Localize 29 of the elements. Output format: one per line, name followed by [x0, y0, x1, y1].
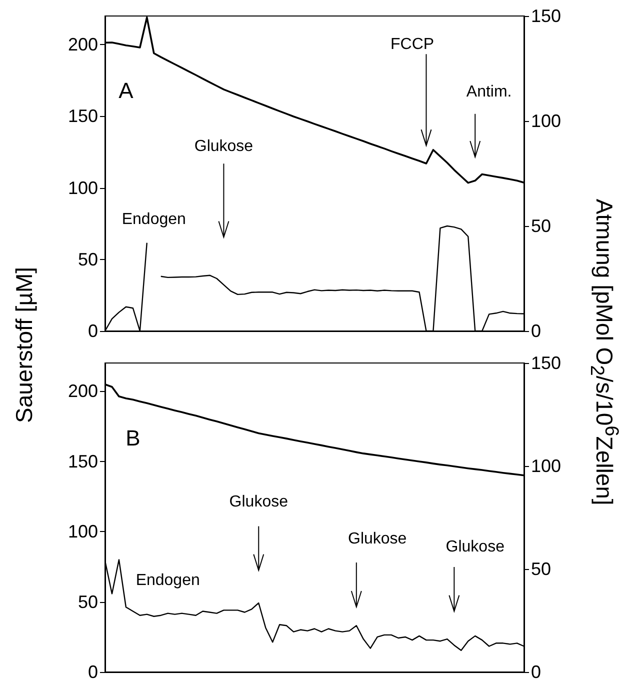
annotation: Endogen — [122, 210, 186, 228]
y-tick-label: 50 — [78, 592, 98, 612]
y-axis-title: Sauerstoff [µM] — [11, 266, 38, 424]
y2-tick-label: 0 — [531, 662, 542, 682]
annotation: Glukose — [194, 138, 254, 155]
y-tick-label: 200 — [68, 34, 98, 55]
y2-tick-label: 100 — [531, 456, 562, 476]
y-tick-label: 150 — [68, 451, 98, 472]
annotation: FCCP — [390, 36, 434, 54]
annotation: Endogen — [136, 572, 200, 590]
annotation: Glukose — [229, 494, 288, 511]
y-tick-label: 0 — [88, 662, 98, 682]
y-tick-label: 100 — [68, 522, 98, 542]
annotation: B — [126, 425, 140, 450]
y-tick-label: 150 — [68, 106, 98, 126]
y-tick-label: 100 — [68, 178, 98, 198]
y-tick-label: 200 — [68, 381, 98, 402]
annotation: Glukose — [446, 538, 505, 556]
annotation: Glukose — [348, 530, 407, 548]
y-tick-label: 0 — [88, 321, 98, 341]
y2-tick-label: 150 — [531, 6, 562, 26]
y2-tick-label: 100 — [531, 111, 562, 131]
y2-tick-label: 50 — [531, 559, 552, 579]
y-tick-label: 50 — [78, 249, 98, 270]
y2-tick-label: 150 — [531, 353, 562, 373]
y2-tick-label: 0 — [531, 321, 542, 341]
y2-tick-label: 50 — [531, 216, 552, 236]
annotation: Antim. — [466, 83, 512, 100]
annotation: A — [118, 78, 134, 103]
